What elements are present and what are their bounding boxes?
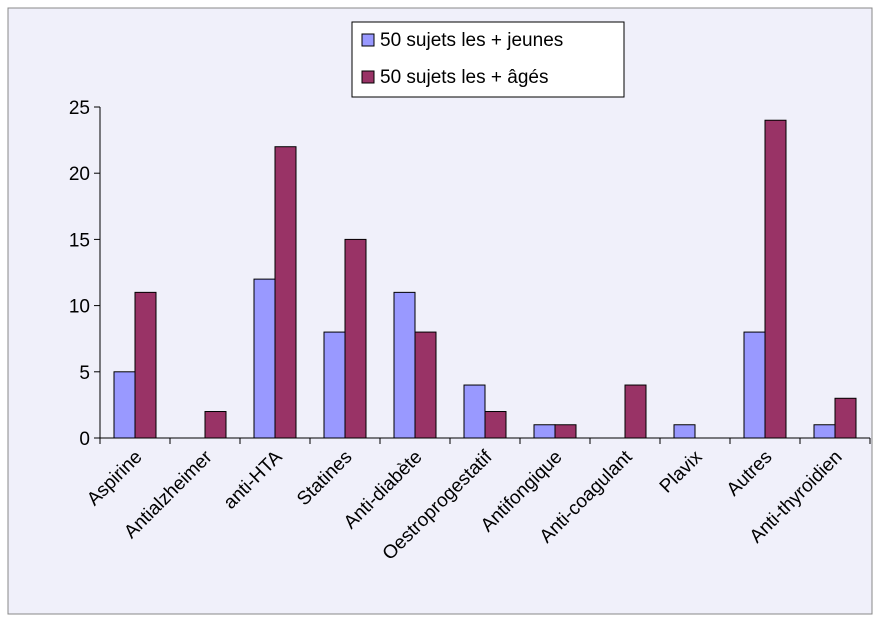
bar (624, 384, 647, 439)
bar (113, 371, 136, 439)
bar (834, 397, 857, 439)
bar (813, 424, 836, 439)
bar (134, 291, 157, 439)
y-tick-label: 15 (69, 230, 90, 251)
bar (253, 278, 276, 439)
legend-swatch (361, 70, 375, 84)
y-tick-label: 0 (79, 429, 90, 450)
bar (274, 146, 297, 439)
bar (393, 291, 416, 439)
bar (764, 119, 787, 439)
y-tick-label: 25 (69, 98, 90, 119)
bar (673, 424, 696, 439)
bar (323, 331, 346, 439)
bar (344, 238, 367, 439)
legend-label: 50 sujets les + âgés (380, 67, 548, 88)
bar (484, 411, 507, 439)
bar (533, 424, 556, 439)
legend-swatch (361, 33, 375, 47)
bar (554, 424, 577, 439)
bar (204, 411, 227, 439)
bar (414, 331, 437, 439)
bar (743, 331, 766, 439)
y-tick-label: 20 (69, 164, 90, 185)
y-tick-label: 10 (69, 297, 90, 318)
y-tick-label: 5 (79, 363, 90, 384)
bar (463, 384, 486, 439)
legend-box (351, 21, 625, 98)
legend-label: 50 sujets les + jeunes (380, 30, 563, 51)
